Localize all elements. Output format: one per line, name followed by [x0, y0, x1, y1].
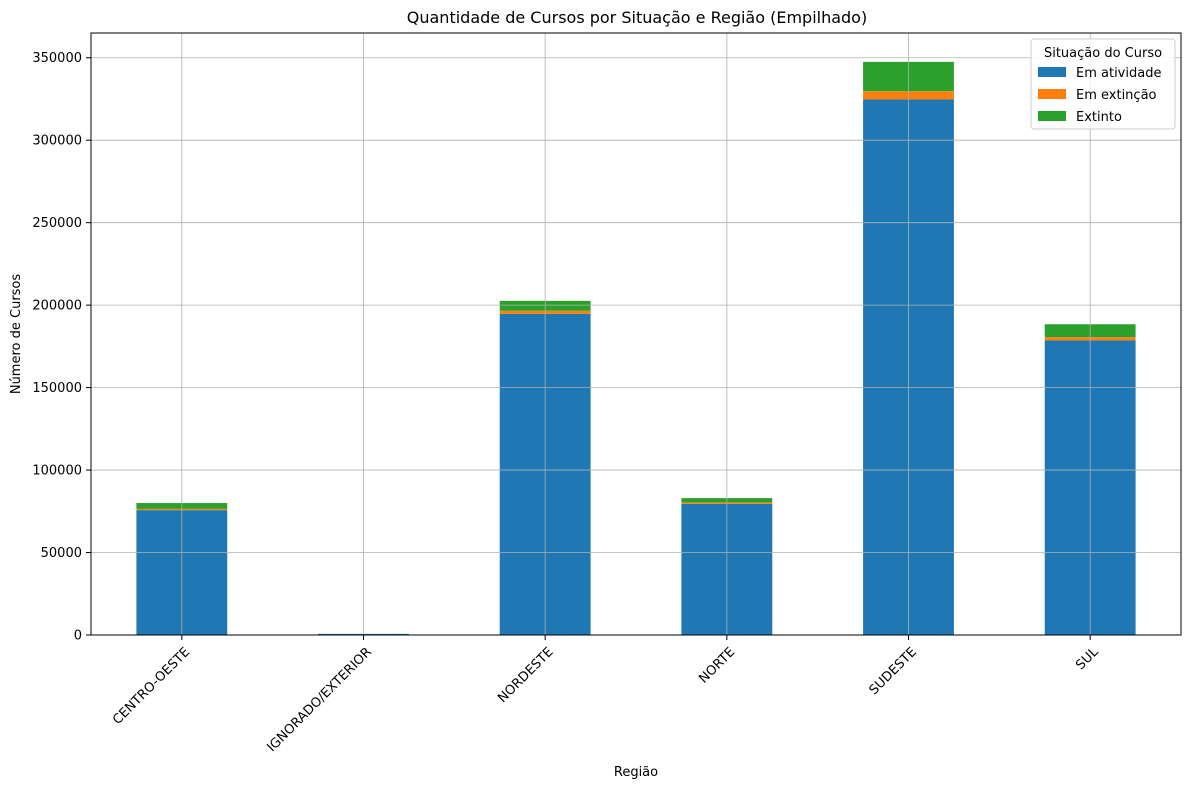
y-tick-label: 300000	[32, 134, 82, 149]
y-tick-label: 250000	[32, 216, 82, 231]
y-axis-label: Número de Cursos	[9, 274, 24, 395]
grid-lines	[91, 33, 1181, 636]
plot-frame	[90, 32, 1182, 636]
chart-title: Quantidade de Cursos por Situação e Regi…	[407, 8, 867, 27]
y-tick-label: 200000	[32, 299, 82, 314]
legend: Situação do Curso Em atividade Em extinçã…	[1030, 38, 1176, 130]
legend-swatch	[1038, 111, 1066, 121]
x-tick-label: SUDESTE	[867, 645, 920, 698]
x-tick-label: SUL	[1073, 644, 1102, 673]
legend-label: Em extinção	[1076, 88, 1157, 103]
legend-items: Em atividade Em extinção Extinto	[1038, 66, 1161, 125]
y-axis-ticks: 0 50000 100000 150000 200000 250000 300000 3500…	[32, 51, 91, 644]
legend-swatch	[1038, 89, 1066, 99]
legend-label: Extinto	[1076, 110, 1122, 125]
bars	[136, 61, 1136, 635]
y-tick-label: 150000	[32, 381, 82, 396]
x-tick-label: IGNORADO/EXTERIOR	[265, 645, 375, 755]
y-tick-label: 50000	[41, 546, 82, 561]
x-axis-label: Região	[614, 765, 658, 780]
x-tick-label: NORTE	[696, 645, 738, 687]
x-axis-ticks: CENTRO-OESTE IGNORADO/EXTERIOR NORDESTE NOR…	[110, 635, 1102, 755]
legend-label: Em atividade	[1076, 66, 1161, 81]
x-tick-label: NORDESTE	[495, 645, 556, 706]
legend-frame	[1030, 38, 1176, 130]
y-tick-label: 100000	[32, 464, 82, 479]
legend-swatch	[1038, 67, 1066, 77]
x-tick-label: CENTRO-OESTE	[110, 645, 193, 728]
y-tick-label: 0	[74, 629, 82, 644]
y-tick-label: 350000	[32, 51, 82, 66]
legend-title: Situação do Curso	[1044, 46, 1162, 61]
